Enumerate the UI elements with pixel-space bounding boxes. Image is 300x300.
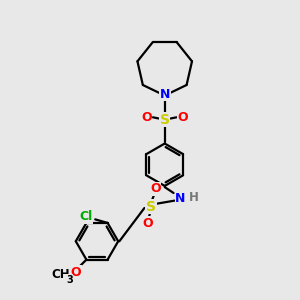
Text: CH: CH bbox=[52, 268, 70, 281]
Text: O: O bbox=[150, 182, 160, 195]
Text: O: O bbox=[142, 217, 153, 230]
Text: S: S bbox=[160, 113, 170, 127]
Text: O: O bbox=[141, 111, 152, 124]
Text: 3: 3 bbox=[66, 275, 73, 285]
Text: H: H bbox=[189, 190, 199, 204]
Text: S: S bbox=[146, 200, 156, 214]
Text: N: N bbox=[175, 192, 185, 205]
Text: Cl: Cl bbox=[79, 210, 92, 223]
Text: N: N bbox=[160, 88, 170, 100]
Text: O: O bbox=[71, 266, 81, 278]
Text: O: O bbox=[178, 111, 188, 124]
